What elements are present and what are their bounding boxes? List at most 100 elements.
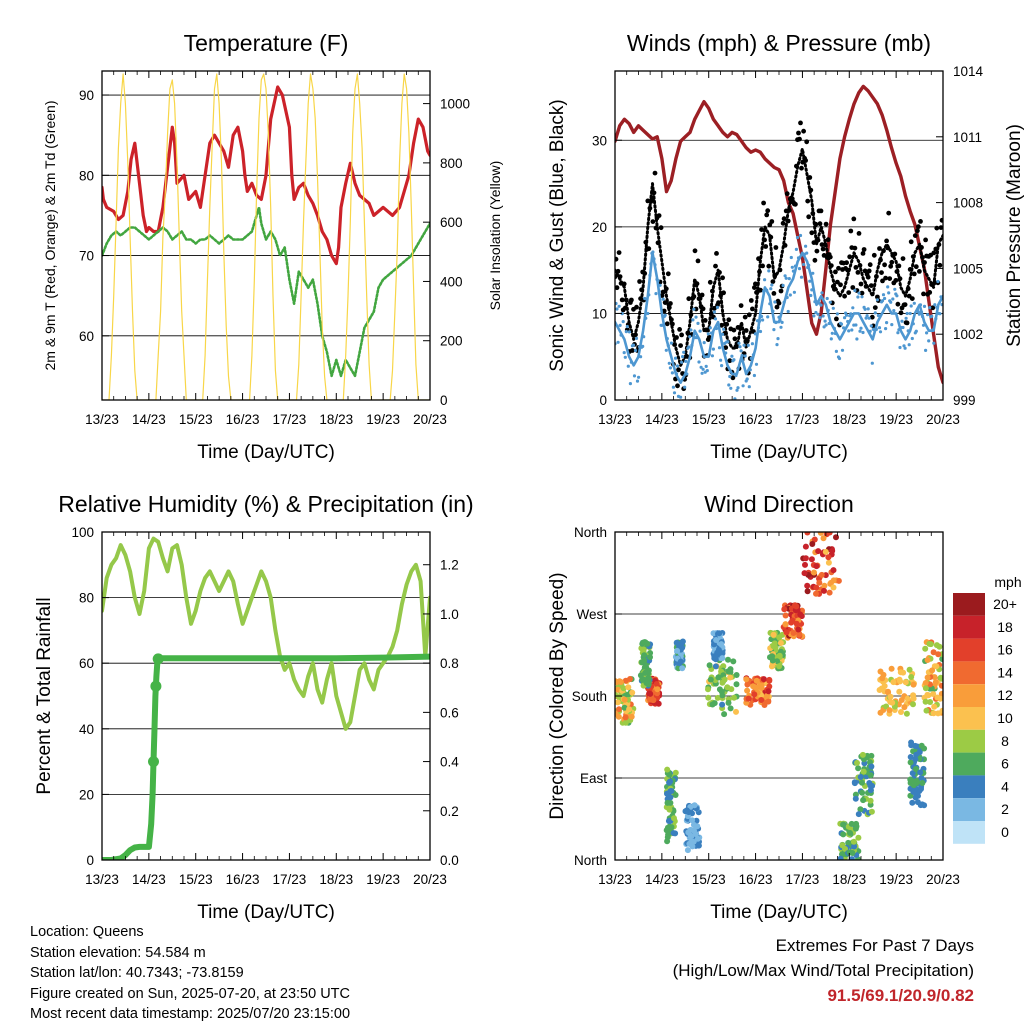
- series-point: [869, 314, 875, 320]
- series-point: [652, 257, 656, 261]
- series-point: [910, 336, 914, 341]
- direction-point: [718, 688, 725, 695]
- series-point: [863, 307, 867, 311]
- direction-point: [725, 656, 731, 663]
- direction-point: [725, 699, 732, 706]
- direction-point: [939, 656, 943, 662]
- direction-point: [713, 637, 720, 643]
- y-tick-label: South: [572, 689, 607, 704]
- series-point: [760, 263, 765, 269]
- direction-point: [731, 694, 737, 701]
- series-point: [869, 324, 873, 328]
- series-point: [663, 286, 669, 292]
- series-point: [713, 263, 718, 269]
- series-point: [925, 331, 929, 335]
- series-point: [727, 358, 733, 364]
- direction-point: [931, 703, 938, 710]
- direction-point: [918, 786, 924, 792]
- x-tick-label: 15/23: [179, 412, 213, 427]
- series-point: [723, 345, 729, 350]
- series-point: [878, 257, 883, 263]
- series-point: [743, 328, 749, 333]
- y2-tick-label: 1.2: [440, 558, 459, 573]
- direction-point: [654, 686, 661, 693]
- series-point: [732, 336, 738, 342]
- extremes-legend: (High/Low/Max Wind/Total Precipitation): [672, 961, 974, 980]
- series-point: [684, 359, 688, 363]
- series-point: [617, 304, 621, 308]
- plot-area: [615, 532, 943, 860]
- direction-point: [694, 835, 701, 842]
- direction-point: [935, 651, 942, 658]
- series-point: [676, 367, 681, 373]
- series-point: [877, 326, 882, 330]
- x-tick-label: 13/23: [598, 872, 632, 887]
- series-point: [909, 304, 913, 308]
- series-point: [148, 756, 159, 768]
- y2-tick-label: 0.2: [440, 804, 459, 819]
- series-point: [860, 295, 864, 299]
- direction-point: [733, 708, 739, 715]
- x-tick-label: 17/23: [273, 872, 307, 887]
- series-point: [653, 225, 659, 231]
- series-point: [739, 349, 743, 353]
- series-point: [886, 210, 892, 216]
- direction-point: [616, 706, 622, 713]
- series-point: [735, 388, 739, 392]
- series-point: [887, 291, 891, 295]
- series-point: [907, 343, 911, 347]
- series-point: [829, 337, 833, 341]
- x-axis-label: Time (Day/UTC): [710, 442, 848, 463]
- series-point: [904, 320, 910, 326]
- series-point: [767, 269, 771, 273]
- colorbar-label: 12: [997, 687, 1013, 703]
- series-point: [651, 190, 657, 196]
- direction-point: [621, 696, 628, 703]
- series-point: [761, 200, 766, 206]
- direction-point: [686, 840, 693, 847]
- direction-point: [859, 779, 865, 786]
- y-tick-label: 80: [79, 168, 94, 183]
- direction-point: [733, 672, 740, 678]
- series-point: [898, 310, 904, 316]
- direction-point: [853, 820, 860, 827]
- direction-point: [644, 640, 651, 647]
- direction-point: [922, 698, 929, 705]
- y-tick-label: 0: [599, 393, 607, 408]
- series-point: [799, 275, 804, 279]
- direction-point: [859, 751, 866, 758]
- direction-point: [684, 847, 691, 854]
- direction-point: [641, 652, 648, 659]
- series-point: [849, 312, 853, 316]
- series-point: [750, 342, 755, 346]
- series-point: [859, 290, 865, 296]
- direction-point: [765, 688, 772, 695]
- series-point: [691, 318, 695, 322]
- x-tick-label: 15/23: [179, 872, 213, 887]
- colorbar-label: 10: [997, 710, 1013, 726]
- series-point: [791, 269, 796, 273]
- series-point: [787, 277, 791, 281]
- x-tick-label: 14/23: [132, 872, 166, 887]
- series-point: [842, 326, 846, 330]
- direction-point: [801, 570, 808, 577]
- series-point: [772, 272, 778, 278]
- series-point: [650, 219, 656, 225]
- direction-point: [637, 672, 644, 679]
- series-line-1: [615, 84, 943, 385]
- y-tick-label: West: [576, 607, 607, 622]
- series-point: [786, 207, 792, 213]
- series-point: [748, 368, 752, 372]
- series-point: [824, 323, 828, 327]
- series-point: [896, 263, 902, 269]
- series-point: [855, 270, 861, 275]
- series-point: [931, 250, 937, 256]
- series-point: [666, 305, 672, 310]
- series-point: [730, 354, 734, 358]
- series-point: [832, 286, 837, 292]
- direction-point: [879, 675, 886, 682]
- series-point: [677, 327, 682, 332]
- direction-point: [908, 742, 915, 749]
- y-tick-label: 90: [79, 88, 94, 103]
- direction-point: [655, 700, 662, 707]
